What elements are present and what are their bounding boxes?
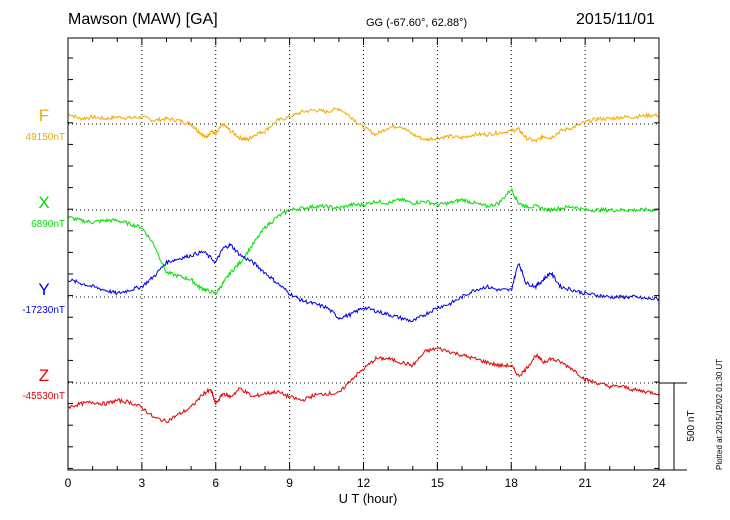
scale-bar: 500 nT <box>659 382 697 471</box>
x-tick-label: 15 <box>431 476 445 490</box>
series-line-f <box>67 107 660 143</box>
x-tick-label: 18 <box>505 476 519 490</box>
series-line-x <box>67 187 660 295</box>
series-line-y <box>67 242 660 323</box>
station-title: Mawson (MAW) [GA] <box>68 11 218 28</box>
series-line-z <box>67 346 660 424</box>
x-axis-label: U T (hour) <box>339 491 398 506</box>
x-tick-label: 3 <box>139 476 146 490</box>
x-tick-label: 9 <box>286 476 293 490</box>
chart-grid <box>68 38 659 470</box>
plotted-timestamp: Plotted at 2015/12/02 01:30 UT <box>715 358 724 470</box>
scale-bar-label: 500 nT <box>686 410 697 441</box>
x-tick-label: 21 <box>578 476 592 490</box>
channel-baseline-y: -17230nT <box>22 305 65 316</box>
channel-baseline-z: -45530nT <box>22 391 65 402</box>
x-tick-label: 6 <box>212 476 219 490</box>
channel-label-x: X <box>38 193 50 212</box>
chart-ticks <box>67 38 660 470</box>
channel-baseline-x: 6890nT <box>31 219 65 230</box>
channel-label-y: Y <box>38 280 50 299</box>
channel-baseline-f: 49150nT <box>25 132 65 143</box>
x-tick-label: 24 <box>652 476 666 490</box>
channel-label-f: F <box>38 106 50 125</box>
x-tick-label: 12 <box>357 476 371 490</box>
chart-date: 2015/11/01 <box>576 11 655 28</box>
channel-label-z: Z <box>38 366 50 385</box>
geographic-coordinates: GG (-67.60°, 62.88°) <box>366 17 468 29</box>
chart-traces <box>67 107 660 424</box>
x-tick-labels: 0 3 6 9 12 15 18 21 24 <box>65 476 666 490</box>
x-tick-label: 0 <box>65 476 72 490</box>
